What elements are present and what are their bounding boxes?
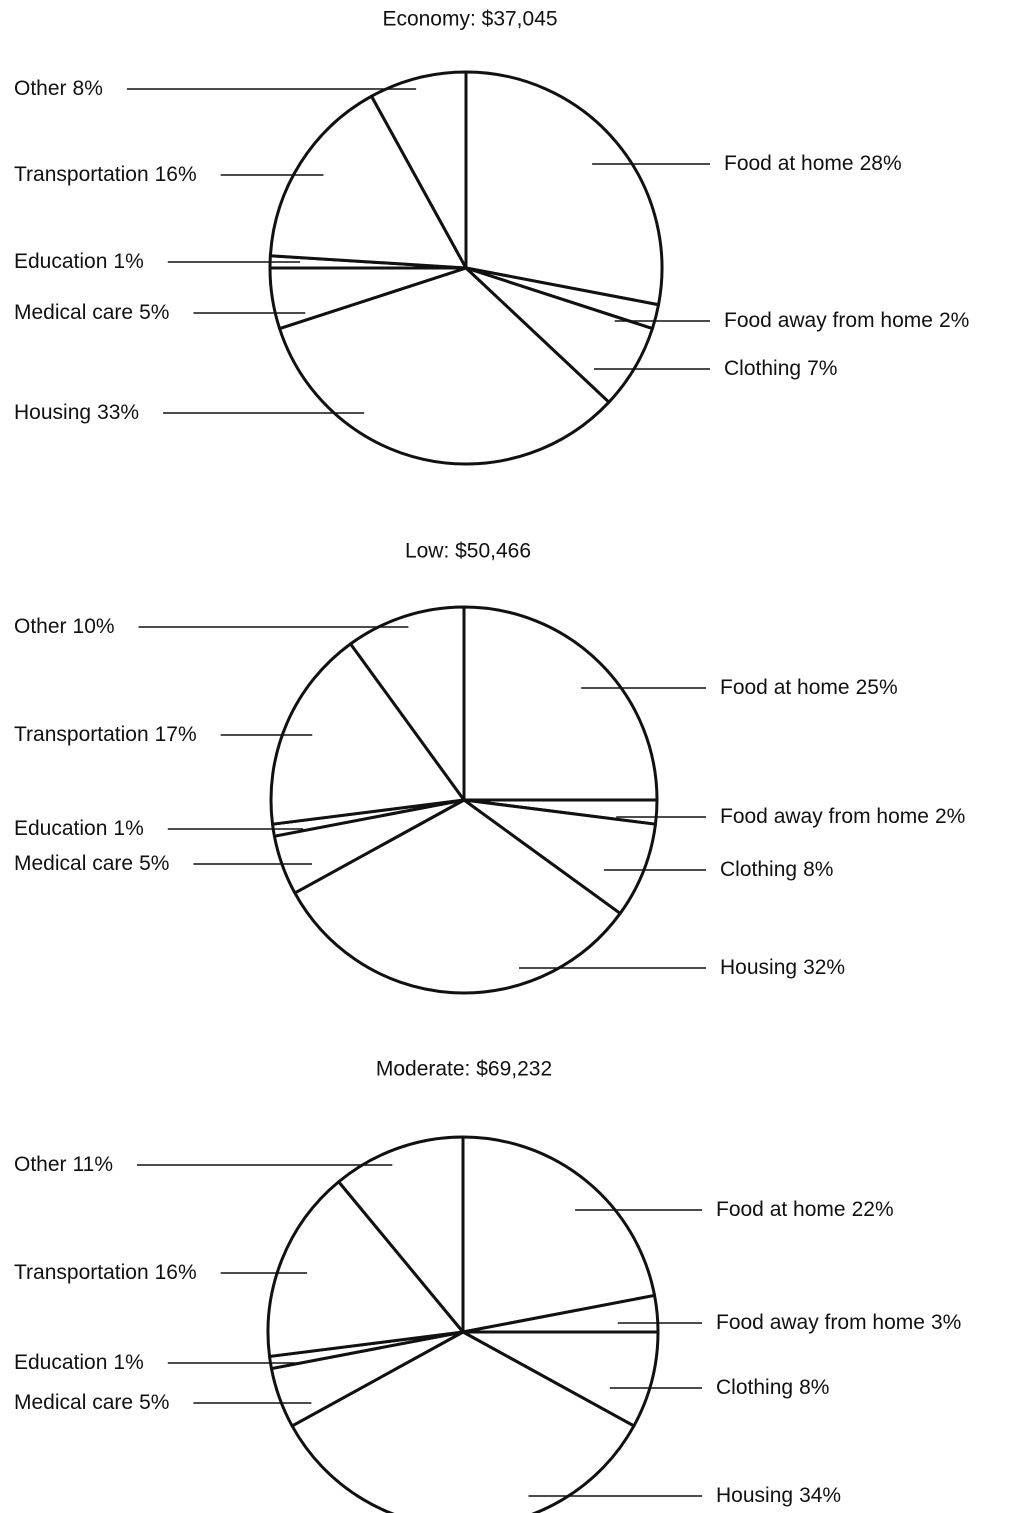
slice-label: Transportation 17% [14,723,197,746]
pie-slice [268,94,468,270]
pie-slice [349,605,466,802]
slice-label: Other 8% [14,77,103,100]
slice-label: Clothing 8% [720,858,833,881]
category-name: Housing [720,956,797,979]
category-name: Housing [14,401,91,424]
slice-label: Medical care 5% [14,1391,169,1414]
chart-title: Low: $50,466 [405,540,531,563]
category-name: Other [14,77,67,100]
category-name: Education [14,1351,107,1374]
pie-slice [461,1330,660,1428]
slice-label: Food away from home 2% [720,805,965,828]
pie-slice [290,1330,636,1513]
pie-slice [462,605,659,802]
chart-title: Economy: $37,045 [382,8,557,31]
slice-label: Food at home 28% [724,152,902,175]
value-label: 7% [807,357,837,380]
value-label: 8% [73,77,103,100]
pie-slice [337,1135,465,1334]
slice-label: Medical care 5% [14,301,169,324]
category-name: Transportation [14,723,149,746]
category-name: Clothing [720,858,797,881]
slice-label: Clothing 8% [716,1376,829,1399]
slice-label: Food away from home 2% [724,309,969,332]
slice-label: Housing 33% [14,401,139,424]
category-name: Education [14,250,107,273]
pie-slice [278,266,611,466]
value-label: 34% [799,1484,841,1507]
pie-slice [464,70,664,307]
value-label: 17% [155,723,197,746]
category-name: Transportation [14,163,149,186]
slice-label: Medical care 5% [14,852,169,875]
value-label: 25% [856,676,898,699]
category-name: Clothing [724,357,801,380]
pie-slice [370,70,468,270]
slice-label: Food at home 22% [716,1198,894,1221]
value-label: 1% [113,817,143,840]
category-name: Medical care [14,1391,133,1414]
value-label: 10% [73,615,115,638]
category-name: Food at home [724,152,854,175]
category-name: Food away from home [716,1311,925,1334]
slice-label: Clothing 7% [724,357,837,380]
value-label: 32% [803,956,845,979]
value-label: 33% [97,401,139,424]
slice-label: Housing 34% [716,1484,841,1507]
value-label: 11% [73,1153,113,1176]
pie-slice [269,642,466,826]
value-label: 2% [935,805,965,828]
slice-label: Housing 32% [720,956,845,979]
slice-label: Education 1% [14,250,144,273]
slice-label: Food away from home 3% [716,1311,961,1334]
category-name: Medical care [14,852,133,875]
category-name: Food at home [716,1198,846,1221]
slice-label: Education 1% [14,1351,144,1374]
category-name: Housing [716,1484,793,1507]
value-label: 3% [931,1311,961,1334]
slice-label: Other 10% [14,615,115,638]
category-name: Food away from home [720,805,929,828]
value-label: 28% [860,152,902,175]
category-name: Transportation [14,1261,149,1284]
value-label: 5% [139,852,169,875]
value-label: 8% [799,1376,829,1399]
chart-title: Moderate: $69,232 [376,1058,552,1081]
category-name: Food away from home [724,309,933,332]
pie-slice [462,798,657,915]
value-label: 22% [852,1198,894,1221]
pie-slice [293,798,622,995]
value-label: 16% [155,1261,197,1284]
slice-label: Transportation 16% [14,163,197,186]
value-label: 5% [139,301,169,324]
value-label: 1% [113,1351,143,1374]
slice-label: Food at home 25% [720,676,898,699]
category-name: Other [14,1153,67,1176]
category-name: Education [14,817,107,840]
value-label: 2% [939,309,969,332]
value-label: 16% [155,163,197,186]
category-name: Medical care [14,301,133,324]
slice-label: Education 1% [14,817,144,840]
value-label: 8% [803,858,833,881]
pie-slice [266,1180,465,1358]
value-label: 5% [139,1391,169,1414]
category-name: Other [14,615,67,638]
category-name: Clothing [716,1376,793,1399]
pie-slice [461,1135,657,1334]
slice-label: Transportation 16% [14,1261,197,1284]
category-name: Food at home [720,676,850,699]
slice-label: Other 11% [14,1153,113,1176]
value-label: 1% [113,250,143,273]
